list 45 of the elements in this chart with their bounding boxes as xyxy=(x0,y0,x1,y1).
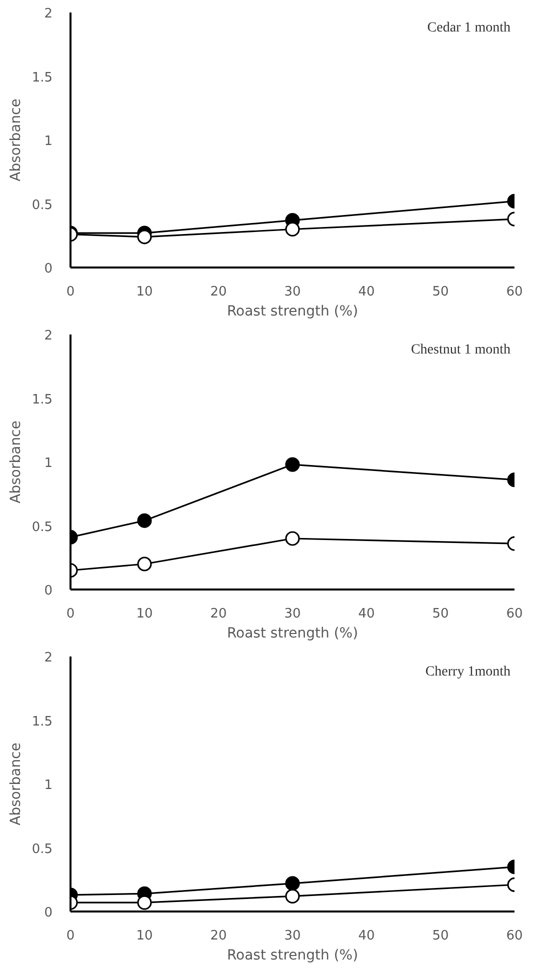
y-tick-label: 2 xyxy=(44,650,53,666)
y-axis-title: Absorbance xyxy=(8,742,24,826)
x-tick-label: 0 xyxy=(66,284,75,300)
y-tick-label: 1.5 xyxy=(32,714,53,730)
x-tick-label: 30 xyxy=(284,928,301,944)
y-tick-label: 0 xyxy=(44,262,53,276)
x-tick-label: 20 xyxy=(210,606,227,622)
y-axis-title: Absorbance xyxy=(8,98,24,182)
x-axis-title: Roast strength (%) xyxy=(226,626,358,642)
x-tick-label: 10 xyxy=(136,284,153,300)
x-tick-label: 60 xyxy=(506,606,523,622)
x-tick-label: 10 xyxy=(136,928,153,944)
annotation: Cedar 1 month xyxy=(427,20,511,36)
x-tick-label: 50 xyxy=(432,606,449,622)
x-tick-label: 20 xyxy=(210,928,227,944)
y-tick-label: 1 xyxy=(44,134,53,149)
x-tick-label: 0 xyxy=(66,606,75,622)
y-tick-label: 1 xyxy=(44,456,53,471)
y-tick-label: 1.5 xyxy=(32,70,53,86)
x-tick-label: 10 xyxy=(136,606,153,622)
annotation: Chestnut 1 month xyxy=(410,342,511,358)
x-tick-label: 0 xyxy=(66,928,75,944)
y-tick-label: 1 xyxy=(44,778,53,793)
y-tick-label: 0.5 xyxy=(32,520,53,535)
y-tick-label: 1.5 xyxy=(32,392,53,408)
x-tick-label: 60 xyxy=(506,284,523,300)
x-tick-label: 40 xyxy=(358,928,375,944)
y-tick-label: 0 xyxy=(44,584,53,598)
y-axis-title: Absorbance xyxy=(8,420,24,504)
x-tick-label: 50 xyxy=(432,928,449,944)
x-tick-label: 20 xyxy=(210,284,227,300)
y-tick-label: 0.5 xyxy=(32,842,53,857)
x-tick-label: 30 xyxy=(284,284,301,300)
annotation: Cherry 1month xyxy=(425,664,510,680)
x-tick-label: 60 xyxy=(506,928,523,944)
x-tick-label: 40 xyxy=(358,284,375,300)
y-tick-label: 0 xyxy=(44,906,53,920)
y-tick-label: 2 xyxy=(44,328,53,344)
x-tick-label: 30 xyxy=(284,606,301,622)
x-axis-title: Roast strength (%) xyxy=(226,948,358,964)
y-tick-label: 2 xyxy=(44,6,53,22)
x-axis-title: Roast strength (%) xyxy=(226,304,358,320)
x-tick-label: 40 xyxy=(358,606,375,622)
y-tick-label: 0.5 xyxy=(32,198,53,213)
x-tick-label: 50 xyxy=(432,284,449,300)
